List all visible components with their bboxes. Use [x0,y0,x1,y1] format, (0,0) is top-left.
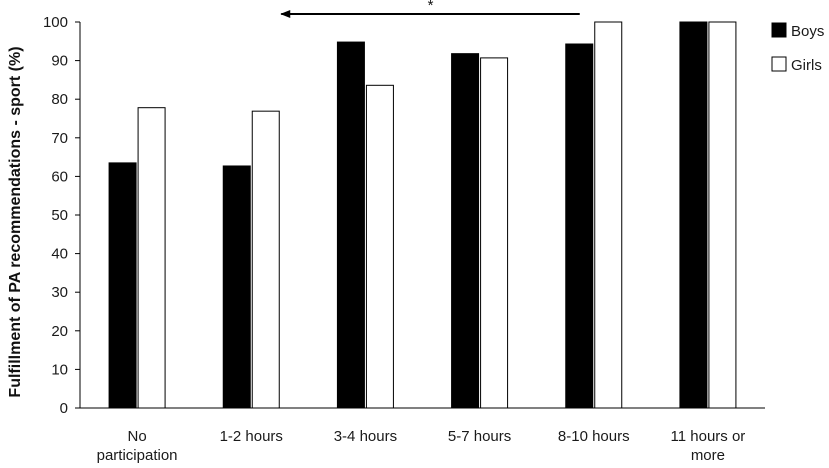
x-category-label: 5-7 hours [448,428,511,445]
legend-swatch-boys [771,22,787,38]
y-tick-label: 40 [51,246,68,263]
bar-boys-2 [336,41,365,409]
x-category-label: participation [97,447,178,464]
bars-group [108,21,737,409]
bar-boys-0 [108,162,137,409]
bar-boys-3 [451,53,480,409]
bar-girls-3 [480,57,509,409]
y-tick-label: 10 [51,361,68,378]
significance-asterisk: * [428,0,434,14]
x-category-label: 11 hours or [671,428,746,445]
bar-girls-5 [708,21,737,409]
y-tick-label: 0 [60,400,68,417]
y-tick-label: 20 [51,323,68,340]
y-tick-label: 30 [51,284,68,301]
legend-swatch-girls [771,56,787,72]
y-tick-label: 50 [51,207,68,224]
y-tick-label: 80 [51,91,68,108]
x-category-label: No [127,428,146,445]
bar-girls-1 [251,110,280,409]
bar-girls-2 [365,84,394,409]
y-tick-label: 60 [51,168,68,185]
annotation-group: * [280,0,580,18]
x-category-label: more [691,447,725,464]
bar-boys-5 [679,21,708,409]
bar-boys-4 [565,43,594,409]
y-axis-title: Fulfillment of PA recommendations - spor… [7,46,24,397]
bar-girls-4 [594,21,623,409]
x-category-label: 8-10 hours [558,428,630,445]
y-tick-label: 70 [51,130,68,147]
legend: Boys Girls [771,22,824,74]
y-tick-label: 90 [51,53,68,70]
x-category-label: 1-2 hours [220,428,283,445]
y-tick-label: 100 [43,14,68,31]
x-category-label: 3-4 hours [334,428,397,445]
category-labels-group: No participation 1-2 hours 3-4 hours 5-7 hou… [97,428,746,464]
bar-girls-0 [137,107,166,409]
legend-label-girls: Girls [791,57,822,74]
legend-label-boys: Boys [791,23,824,40]
bar-boys-1 [222,165,251,409]
axes-group: 0 10 20 30 40 50 60 70 80 90 100 [43,14,765,417]
